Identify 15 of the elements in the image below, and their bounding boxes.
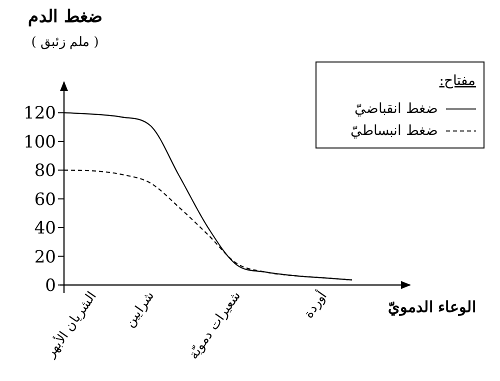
legend-label: ضغط انبساطيّ <box>350 123 438 139</box>
y-tick-label: 40 <box>34 218 56 239</box>
legend-label: ضغط انقباضيّ <box>354 101 438 117</box>
y-tick-label: 0 <box>45 276 56 296</box>
y-axis-title: ضغط الدم ( ملم زئبق ) <box>28 7 102 50</box>
x-tick-label: أوردة <box>300 288 330 322</box>
y-tick-label: 80 <box>34 161 56 182</box>
y-tick-label: 20 <box>34 247 56 268</box>
x-axis-title: الوعاء الدمويّ <box>388 298 476 317</box>
x-tick-label: شعيرات دمويّة <box>186 288 244 362</box>
y-tick-label: 100 <box>24 132 56 152</box>
y-tick-label: 60 <box>34 190 56 210</box>
y-tick-label: 120 <box>24 104 56 124</box>
x-tick-label: شرايين <box>122 288 158 330</box>
legend-title: مفتاح: <box>439 73 476 89</box>
